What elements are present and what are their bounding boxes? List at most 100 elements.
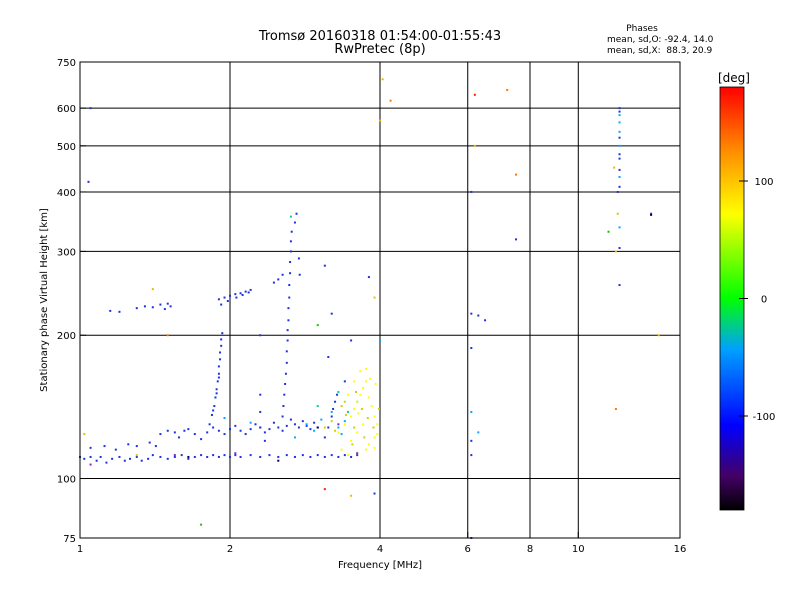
data-point [151, 288, 154, 291]
data-point [343, 380, 346, 383]
data-point [183, 429, 186, 432]
y-tick-label: 75 [63, 534, 76, 545]
data-point [515, 238, 518, 241]
data-point [354, 390, 357, 393]
data-point [103, 445, 106, 448]
data-point [372, 426, 375, 429]
data-point [470, 454, 473, 457]
data-point [215, 388, 218, 391]
x-axis-label: Frequency [MHz] [338, 560, 422, 571]
data-point [200, 454, 203, 457]
data-point [213, 405, 216, 408]
y-tick-label: 600 [57, 104, 76, 115]
data-point [353, 426, 356, 429]
data-point [173, 431, 176, 434]
data-point [473, 93, 476, 96]
data-point [365, 448, 368, 451]
data-point [366, 417, 369, 420]
data-point [89, 455, 92, 458]
data-point [206, 455, 209, 458]
data-point [484, 319, 487, 322]
data-point [389, 99, 392, 102]
data-point [373, 436, 376, 439]
data-point [330, 420, 333, 423]
data-point [166, 334, 169, 337]
data-point [363, 436, 366, 439]
data-point [229, 294, 231, 297]
data-point [135, 307, 138, 310]
data-point [166, 457, 169, 460]
data-point [221, 332, 224, 335]
data-point [618, 114, 621, 117]
data-point [350, 339, 353, 342]
data-point [373, 296, 376, 299]
data-point [173, 454, 176, 457]
data-point [259, 455, 262, 458]
data-point [343, 420, 346, 423]
chart-title: Tromsø 20160318 01:54:00-01:55:43 [258, 29, 501, 44]
data-point [320, 418, 323, 421]
data-point [217, 429, 220, 432]
data-point [277, 459, 280, 462]
data-point [618, 185, 621, 188]
data-point [187, 428, 190, 431]
y-tick-label: 500 [57, 142, 76, 153]
data-point [89, 446, 92, 449]
data-point [180, 454, 183, 457]
data-point [289, 418, 292, 421]
phases-heading: Phases [626, 24, 658, 34]
data-point [217, 372, 220, 375]
data-point [323, 488, 326, 491]
data-point [285, 350, 288, 353]
x-tick-label: 6 [465, 544, 471, 555]
data-point [169, 305, 172, 308]
data-point [254, 423, 257, 426]
data-point [323, 455, 326, 458]
x-tick-label: 16 [674, 544, 687, 555]
x-tick-label: 1 [77, 544, 83, 555]
data-point [298, 273, 301, 276]
data-point [177, 436, 180, 439]
data-point [316, 324, 319, 327]
data-point [376, 433, 379, 436]
data-point [163, 308, 166, 311]
data-point [83, 457, 86, 460]
data-point [226, 300, 229, 303]
data-point [370, 405, 373, 408]
data-point [618, 157, 621, 160]
data-point [356, 431, 359, 434]
data-point [118, 455, 121, 458]
data-point [618, 168, 621, 171]
data-point [330, 312, 333, 315]
data-point [477, 314, 480, 317]
data-point [217, 298, 220, 301]
data-point [143, 305, 146, 308]
colorbar-ticks: 100 0 -100 [739, 177, 775, 423]
data-point [217, 376, 220, 379]
data-point [297, 426, 300, 429]
data-point [373, 492, 376, 495]
data-point [293, 423, 296, 426]
y-axis-label: Stationary phase Virtual Height [km] [39, 208, 50, 392]
data-point [173, 455, 176, 458]
data-point [515, 173, 518, 176]
data-point [377, 407, 380, 410]
data-point [159, 455, 162, 458]
data-point [215, 392, 218, 395]
y-tick-label: 300 [57, 247, 76, 258]
data-point [330, 410, 333, 413]
data-point [367, 443, 370, 446]
data-point [334, 429, 337, 432]
data-point [373, 446, 376, 449]
data-point [616, 190, 619, 193]
data-point [618, 226, 621, 229]
data-point [359, 393, 362, 396]
data-point [223, 417, 226, 420]
data-point [83, 433, 86, 436]
y-tick-label: 400 [57, 188, 76, 199]
data-point [219, 351, 222, 354]
data-point [229, 455, 231, 458]
data-point [343, 454, 346, 457]
data-point [362, 423, 365, 426]
data-point [114, 448, 117, 451]
